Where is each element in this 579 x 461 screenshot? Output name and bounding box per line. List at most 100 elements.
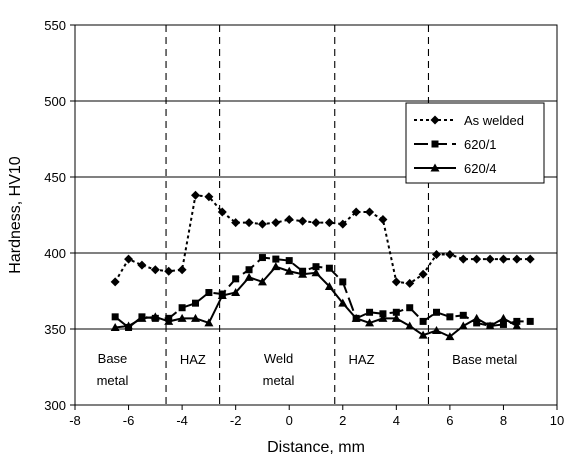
data-point-620-4 (405, 321, 415, 330)
legend-label-620-1: 620/1 (464, 137, 497, 152)
data-point-620-1 (526, 317, 534, 325)
y-axis-title: Hardness, HV10 (7, 156, 24, 273)
legend-marker-620-1 (431, 140, 439, 148)
data-point-620-1 (312, 263, 320, 271)
data-point-620-1 (178, 304, 186, 312)
data-point-620-4 (124, 321, 134, 330)
legend: As welded 620/1 620/4 (405, 102, 545, 184)
data-point-620-4 (418, 330, 428, 339)
data-point-620-1 (446, 313, 454, 321)
region-label: HAZ (349, 352, 375, 367)
data-point-as-welded (525, 254, 535, 264)
data-point-620-1 (192, 299, 199, 307)
data-point-as-welded (378, 215, 388, 225)
data-point-as-welded (231, 218, 241, 228)
data-point-620-4 (271, 262, 281, 271)
data-point-620-1 (459, 311, 467, 319)
region-label: metal (97, 373, 129, 388)
data-point-620-1 (419, 317, 427, 325)
data-point-as-welded (458, 254, 468, 264)
data-point-620-1 (205, 289, 213, 297)
data-point-as-welded (311, 218, 321, 228)
data-point-as-welded (257, 219, 267, 229)
data-point-as-welded (351, 207, 361, 217)
data-point-as-welded (204, 192, 214, 202)
data-point-as-welded (472, 254, 482, 264)
data-point-as-welded (177, 265, 187, 275)
data-point-620-4 (150, 312, 160, 321)
data-point-620-1 (406, 304, 414, 312)
data-point-620-1 (325, 264, 333, 272)
y-tick-label: 400 (44, 246, 66, 261)
data-point-as-welded (324, 218, 334, 228)
data-point-620-1 (433, 308, 440, 316)
legend-marker-as-welded (430, 115, 440, 125)
legend-marker-620-4 (430, 163, 440, 172)
x-tick-label: -4 (176, 413, 188, 428)
data-point-as-welded (445, 250, 455, 260)
x-axis-title: Distance, mm (267, 439, 365, 456)
data-point-620-1 (366, 308, 374, 316)
data-point-620-1 (285, 257, 293, 265)
data-point-as-welded (391, 277, 401, 287)
data-point-as-welded (110, 277, 120, 287)
data-point-620-4 (231, 288, 241, 297)
data-point-620-4 (445, 332, 455, 341)
data-point-620-4 (204, 318, 214, 327)
y-tick-label: 550 (44, 18, 66, 33)
x-tick-label: 6 (446, 413, 453, 428)
data-point-as-welded (191, 190, 200, 200)
data-point-620-1 (473, 319, 481, 327)
legend-label-620-4: 620/4 (464, 161, 497, 176)
data-point-620-4 (284, 266, 294, 275)
data-point-620-4 (391, 313, 401, 322)
region-label: Base metal (452, 352, 517, 367)
x-tick-label: 2 (339, 413, 346, 428)
data-point-as-welded (271, 218, 281, 228)
data-point-620-1 (258, 254, 266, 262)
data-point-as-welded (284, 215, 294, 225)
data-point-620-4 (338, 298, 348, 307)
data-point-620-4 (378, 313, 388, 322)
data-point-620-4 (244, 272, 254, 281)
data-point-620-4 (110, 322, 120, 331)
x-tick-label: -6 (123, 413, 135, 428)
data-point-620-1 (245, 266, 253, 274)
y-tick-label: 300 (44, 398, 66, 413)
data-point-620-1 (513, 317, 521, 325)
x-tick-label: 4 (393, 413, 400, 428)
x-tick-label: 8 (500, 413, 507, 428)
data-point-620-1 (232, 275, 240, 283)
plot-area-frame (74, 24, 558, 406)
region-label: Weld (264, 351, 293, 366)
data-point-as-welded (432, 250, 441, 260)
data-point-as-welded (365, 207, 375, 217)
series-as-welded (110, 190, 535, 288)
data-point-as-welded (418, 269, 428, 279)
data-point-as-welded (298, 216, 308, 226)
data-point-as-welded (498, 254, 508, 264)
legend-box (405, 102, 545, 184)
data-point-620-4 (365, 318, 375, 327)
axis-ticks: 300 350 400 450 500 550 -8 -6 -4 -2 0 2 4 6 8 10 (44, 18, 564, 428)
data-point-as-welded (244, 218, 254, 228)
data-point-as-welded (124, 254, 134, 264)
data-point-620-4 (351, 313, 361, 322)
y-tick-label: 350 (44, 322, 66, 337)
data-point-620-4 (164, 316, 174, 325)
data-point-as-welded (150, 265, 160, 275)
data-point-as-welded (338, 219, 348, 229)
data-point-620-4 (311, 268, 321, 277)
x-tick-label: 10 (550, 413, 564, 428)
data-point-620-4 (485, 321, 495, 330)
x-tick-label: -8 (69, 413, 81, 428)
y-tick-label: 500 (44, 94, 66, 109)
data-point-620-4 (191, 313, 200, 322)
data-point-as-welded (512, 254, 522, 264)
region-label: metal (263, 373, 295, 388)
zone-boundaries (165, 25, 430, 405)
data-point-620-4 (177, 313, 187, 322)
data-point-620-1 (379, 310, 387, 318)
region-label: Base (98, 351, 128, 366)
